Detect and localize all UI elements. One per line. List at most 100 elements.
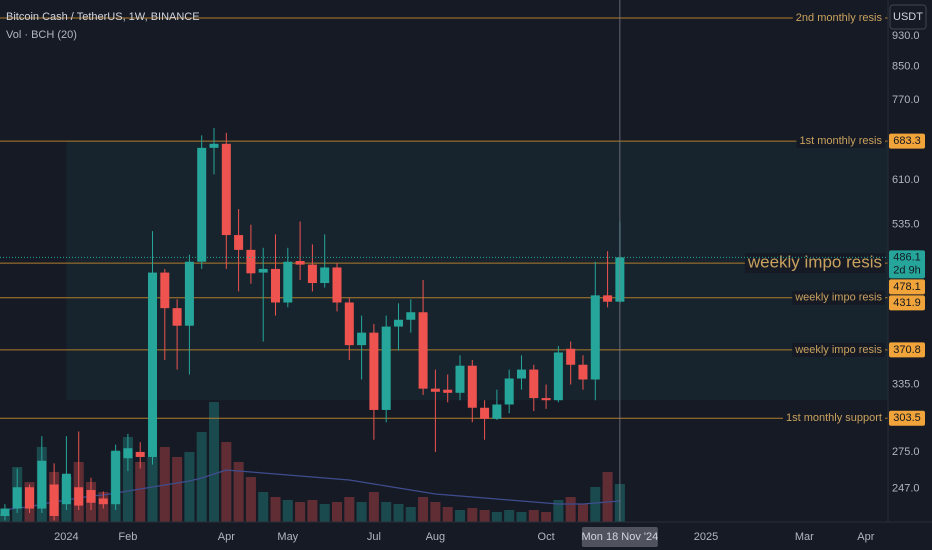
candle-body xyxy=(209,143,219,148)
candle-body xyxy=(0,508,10,516)
volume-bar xyxy=(590,487,601,522)
volume-bar xyxy=(381,502,392,522)
level-price-label: 370.8 xyxy=(893,344,921,356)
candle-body xyxy=(344,302,354,346)
last-price-badge xyxy=(889,250,925,279)
axes xyxy=(0,0,932,523)
volume-bar xyxy=(491,512,502,522)
level-label: weekly impo resis xyxy=(794,344,882,356)
volume-bar xyxy=(196,432,207,522)
candle-body xyxy=(111,450,121,505)
candle-body xyxy=(25,487,35,509)
plot-area: 2nd monthly resis 1st monthly resis weekly… xyxy=(0,0,888,522)
currency-button-label[interactable]: USDT xyxy=(893,11,923,23)
volume-bar xyxy=(344,497,355,522)
level-price-badge xyxy=(889,410,925,426)
volume-bar xyxy=(430,502,441,522)
volume-bar xyxy=(172,457,183,522)
volume-bar xyxy=(122,437,133,522)
level-price-label: 431.9 xyxy=(893,297,921,309)
candle-body xyxy=(516,369,526,379)
level-label: 1st monthly support xyxy=(786,412,882,424)
candle-body xyxy=(160,272,170,309)
volume-bar xyxy=(135,462,146,522)
volume-bar xyxy=(442,507,453,522)
volume-bar xyxy=(258,492,269,522)
candle-body xyxy=(418,312,428,389)
y-tick-label: 610.0 xyxy=(892,174,920,186)
candle-body xyxy=(369,332,379,410)
crosshair-time-bg xyxy=(581,527,658,547)
volume-bar xyxy=(356,502,367,522)
y-tick-label: 930.0 xyxy=(892,30,920,42)
x-tick-label: Oct xyxy=(538,531,555,543)
x-tick-label: Feb xyxy=(118,531,137,543)
candle-body xyxy=(578,364,588,380)
candle-body xyxy=(246,249,256,274)
x-tick-label: May xyxy=(277,531,298,543)
y-tick-label: 275.0 xyxy=(892,446,920,458)
level-label-bg xyxy=(792,290,885,305)
last-price-label: 486.1 xyxy=(893,251,921,263)
volume-bar xyxy=(405,507,416,522)
volume-bar xyxy=(504,510,515,522)
candle-body xyxy=(74,487,84,506)
y-tick-label: 535.0 xyxy=(892,219,920,231)
volume-bar xyxy=(319,504,330,522)
x-tick-label: 2025 xyxy=(694,531,718,543)
volume-bar xyxy=(270,497,281,522)
candle-body xyxy=(480,407,490,419)
volume-bar xyxy=(454,510,465,522)
candle-body xyxy=(221,143,231,236)
crosshair-time-label: Mon 18 Nov '24 xyxy=(582,531,659,543)
chart-title: Bitcoin Cash / TetherUS, 1W, BINANCE xyxy=(6,11,200,23)
level-label-bg xyxy=(744,253,885,274)
volume-bar xyxy=(467,508,478,522)
candle-body xyxy=(123,448,133,459)
volume-bar xyxy=(184,452,195,522)
volume-bar xyxy=(565,497,576,522)
candle-body xyxy=(283,261,293,303)
level-label: 2nd monthly resis xyxy=(796,12,883,24)
candle-body xyxy=(541,398,551,401)
candle-body xyxy=(197,147,207,262)
volume-bar xyxy=(479,510,490,522)
candle-body xyxy=(271,268,281,303)
level-label: weekly impo resis xyxy=(794,292,882,304)
currency-button[interactable] xyxy=(889,4,927,30)
candle-body xyxy=(406,312,416,320)
candle-body xyxy=(504,378,514,405)
y-tick-label: 247.0 xyxy=(892,483,920,495)
candle-body xyxy=(49,484,59,516)
candle-body xyxy=(12,487,22,509)
volume-bar xyxy=(295,502,306,522)
level-price-badge xyxy=(889,295,925,311)
y-tick-label: 770.0 xyxy=(892,94,920,106)
volume-ma-line xyxy=(4,469,620,511)
candle-body xyxy=(307,264,317,284)
level-price-badge xyxy=(889,133,925,149)
volume-bar xyxy=(553,500,564,522)
candle-body xyxy=(320,267,330,284)
x-tick-label: Jul xyxy=(367,531,381,543)
candle-body xyxy=(357,332,367,346)
candle-body xyxy=(455,365,465,393)
level-price-badge xyxy=(889,342,925,358)
level-label: 1st monthly resis xyxy=(799,135,882,147)
candle-body xyxy=(148,272,158,457)
volume-bar xyxy=(147,457,158,522)
volume-bar xyxy=(221,442,232,522)
candle-body xyxy=(492,404,502,419)
x-tick-label: Mar xyxy=(795,531,814,543)
x-tick-label: 2024 xyxy=(54,531,78,543)
candle-body xyxy=(184,261,194,326)
volume-bar xyxy=(602,472,613,522)
volume-bar xyxy=(331,502,342,522)
level-label-bg xyxy=(792,342,885,357)
volume-bar xyxy=(368,492,379,522)
candle-body xyxy=(98,498,108,505)
volume-bar xyxy=(282,500,293,522)
candle-body xyxy=(86,490,96,503)
level-label-bg xyxy=(792,10,885,25)
